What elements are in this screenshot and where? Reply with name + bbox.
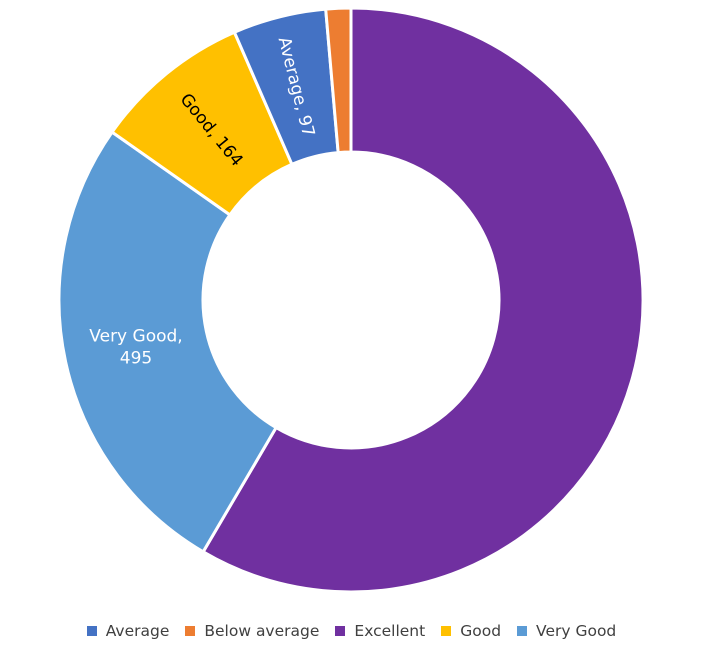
legend-swatch-good [441,626,452,636]
legend-item-average: Average [86,622,170,640]
legend-item-below-average: Below average [185,622,319,640]
donut-slice-very-good [57,130,279,554]
chart-legend: Average Below average Excellent Good Ver… [0,622,703,640]
legend-label-very-good: Very Good [536,622,617,640]
legend-label-excellent: Excellent [354,622,426,640]
legend-swatch-excellent [335,626,346,636]
legend-label-average: Average [105,622,170,640]
legend-item-good: Good [441,622,501,640]
legend-label-good: Good [460,622,502,640]
legend-swatch-average [86,626,97,636]
legend-label-below-average: Below average [204,622,320,640]
data-label-very-good: Very Good, 495 [89,327,182,369]
legend-item-excellent: Excellent [335,622,425,640]
legend-swatch-very-good [517,626,528,636]
legend-item-very-good: Very Good [517,622,616,640]
donut-slice-excellent [201,6,645,594]
donut-slice-below-average [324,6,353,155]
legend-swatch-below-average [185,626,196,636]
